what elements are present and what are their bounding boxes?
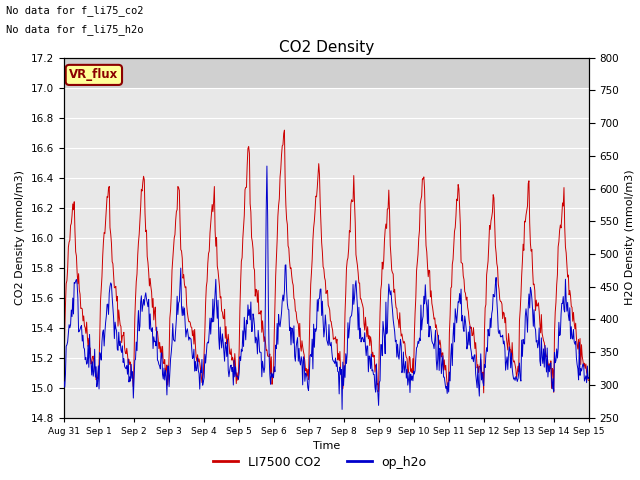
Title: CO2 Density: CO2 Density — [279, 40, 374, 55]
Bar — [64, 58, 589, 87]
Text: No data for f_li75_h2o: No data for f_li75_h2o — [6, 24, 144, 35]
X-axis label: Time: Time — [313, 441, 340, 451]
Text: No data for f_li75_co2: No data for f_li75_co2 — [6, 5, 144, 16]
Text: VR_flux: VR_flux — [69, 68, 118, 82]
Y-axis label: H2O Density (mmol/m3): H2O Density (mmol/m3) — [625, 170, 634, 305]
Legend: LI7500 CO2, op_h2o: LI7500 CO2, op_h2o — [209, 451, 431, 474]
Y-axis label: CO2 Density (mmol/m3): CO2 Density (mmol/m3) — [15, 170, 26, 305]
